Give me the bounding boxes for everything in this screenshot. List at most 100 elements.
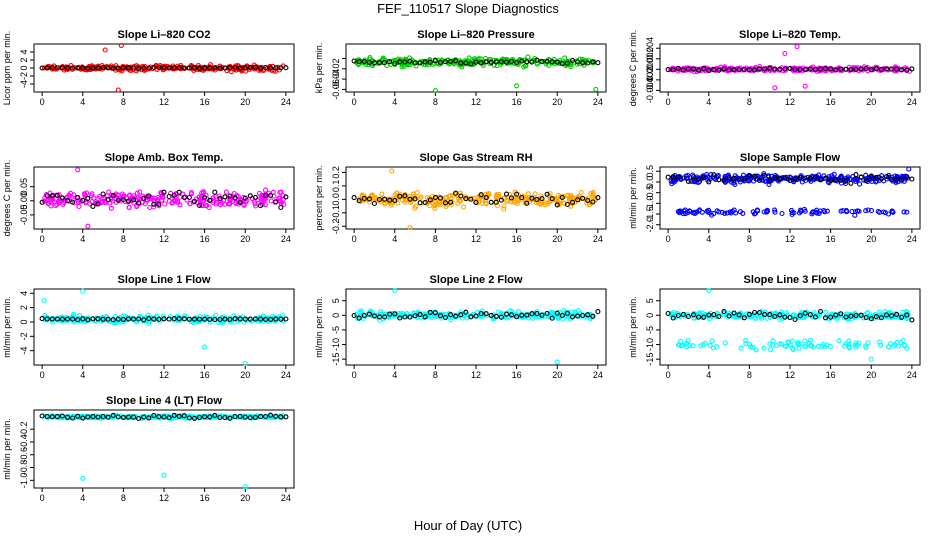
data-point bbox=[171, 192, 177, 198]
data-point bbox=[696, 314, 702, 320]
data-point bbox=[690, 343, 696, 349]
data-point bbox=[544, 58, 550, 64]
data-point bbox=[191, 415, 198, 421]
data-point bbox=[356, 315, 362, 321]
data-point bbox=[176, 65, 182, 71]
data-point bbox=[49, 316, 55, 322]
data-point bbox=[151, 201, 157, 207]
data-point bbox=[75, 195, 81, 201]
data-point bbox=[126, 204, 132, 210]
data-point bbox=[283, 194, 289, 200]
data-point bbox=[369, 192, 375, 198]
data-point bbox=[802, 208, 808, 214]
data-point bbox=[675, 312, 681, 319]
data-point bbox=[886, 344, 892, 350]
data-point bbox=[222, 316, 228, 322]
data-point bbox=[817, 66, 824, 72]
data-point bbox=[549, 196, 555, 202]
data-point bbox=[207, 316, 213, 322]
data-point bbox=[498, 59, 504, 65]
data-point bbox=[199, 65, 205, 71]
data-point bbox=[722, 210, 728, 216]
x-tick-label: 4 bbox=[80, 97, 85, 107]
data-point bbox=[49, 414, 55, 420]
data-point bbox=[899, 176, 905, 182]
figure-title: FEF_110517 Slope Diagnostics bbox=[377, 1, 559, 16]
x-tick-label: 24 bbox=[907, 234, 917, 244]
x-tick-label: 16 bbox=[200, 370, 210, 380]
data-point bbox=[704, 172, 710, 178]
x-tick-label: 8 bbox=[121, 234, 126, 244]
x-tick-label: 12 bbox=[159, 493, 169, 503]
data-point bbox=[54, 65, 60, 71]
data-point bbox=[807, 175, 813, 181]
data-point bbox=[54, 316, 60, 322]
data-point bbox=[222, 415, 228, 421]
data-point bbox=[821, 207, 827, 214]
data-point bbox=[777, 176, 783, 182]
x-tick-label: 20 bbox=[240, 493, 250, 503]
data-point bbox=[179, 65, 185, 71]
data-point bbox=[412, 196, 418, 202]
x-tick-label: 20 bbox=[552, 234, 562, 244]
data-points bbox=[39, 43, 289, 93]
data-point bbox=[572, 309, 578, 315]
data-point bbox=[590, 59, 596, 65]
data-point bbox=[796, 345, 802, 351]
data-point bbox=[371, 313, 377, 319]
data-point bbox=[534, 57, 540, 63]
x-tick-label: 0 bbox=[40, 234, 45, 244]
data-point bbox=[838, 311, 844, 317]
data-point bbox=[755, 208, 761, 214]
panel-title: Slope Li–820 Temp. bbox=[739, 29, 841, 41]
data-points bbox=[39, 412, 289, 490]
data-point bbox=[278, 189, 284, 195]
data-point bbox=[665, 174, 671, 180]
data-point bbox=[172, 195, 178, 201]
data-point bbox=[685, 172, 691, 179]
data-point bbox=[585, 60, 591, 66]
data-point bbox=[39, 65, 45, 71]
data-point bbox=[580, 312, 586, 319]
data-point bbox=[696, 176, 702, 182]
data-point bbox=[80, 198, 86, 204]
data-point bbox=[422, 314, 428, 320]
data-point bbox=[70, 313, 76, 319]
data-point bbox=[232, 414, 238, 420]
data-point bbox=[779, 210, 785, 217]
data-point bbox=[483, 59, 489, 65]
data-point bbox=[771, 311, 778, 318]
data-point bbox=[432, 205, 438, 211]
x-tick-label: 8 bbox=[433, 97, 438, 107]
data-point bbox=[237, 413, 243, 420]
data-point bbox=[372, 194, 378, 201]
data-point bbox=[767, 177, 773, 184]
data-point bbox=[762, 66, 768, 72]
x-tick-label: 4 bbox=[706, 370, 711, 380]
data-point bbox=[217, 414, 223, 421]
x-tick-label: 4 bbox=[706, 97, 711, 107]
x-tick-label: 8 bbox=[747, 370, 752, 380]
data-point bbox=[187, 201, 193, 207]
data-point bbox=[442, 59, 449, 65]
data-point bbox=[705, 209, 711, 215]
data-point bbox=[378, 309, 384, 315]
data-point bbox=[696, 67, 702, 73]
data-point bbox=[894, 177, 900, 183]
data-point bbox=[772, 313, 778, 320]
data-point bbox=[263, 316, 269, 322]
data-point bbox=[54, 192, 60, 198]
data-point bbox=[212, 412, 218, 418]
data-point bbox=[217, 195, 223, 202]
data-point bbox=[889, 313, 895, 319]
data-point bbox=[853, 312, 859, 318]
data-point bbox=[670, 174, 676, 180]
data-point bbox=[562, 55, 568, 61]
data-point bbox=[93, 200, 99, 206]
data-point bbox=[890, 343, 896, 349]
data-point bbox=[802, 175, 808, 181]
y-tick-label: -0.002 bbox=[645, 67, 655, 93]
data-point bbox=[151, 204, 157, 210]
data-point bbox=[49, 193, 55, 199]
